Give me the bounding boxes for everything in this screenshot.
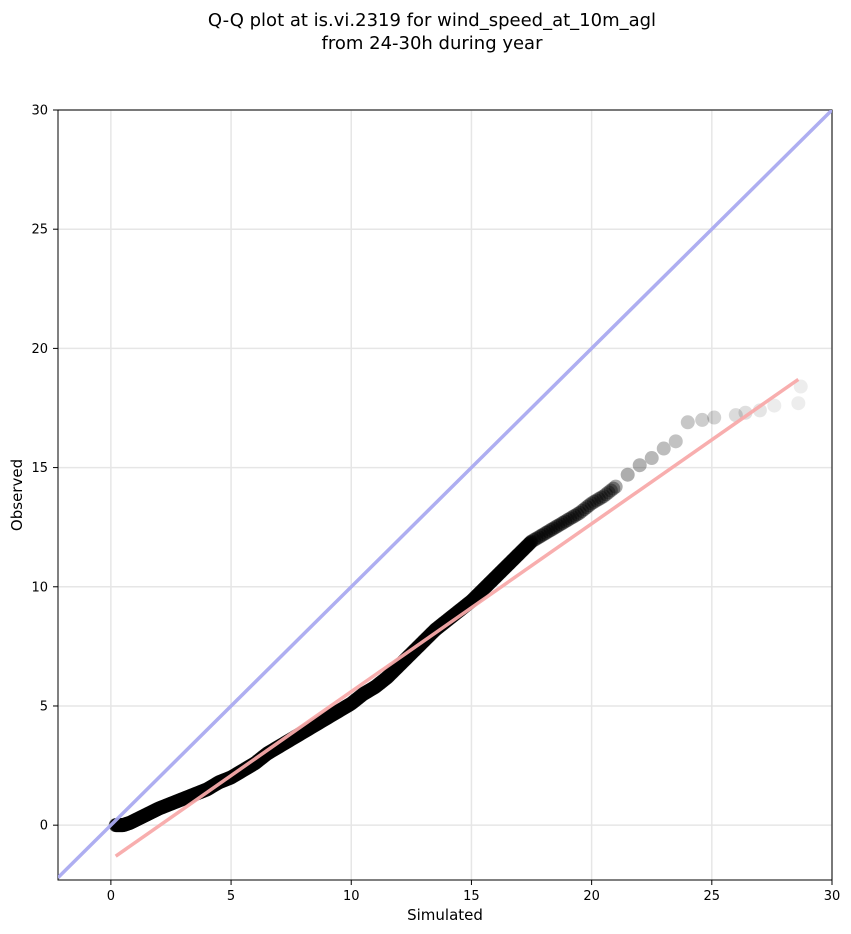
y-tick-label: 10	[31, 580, 48, 595]
quantile-point	[531, 530, 546, 545]
x-tick-label: 30	[824, 889, 841, 904]
x-tick-label: 5	[227, 889, 235, 904]
y-tick-label: 30	[31, 104, 48, 119]
quantile-point	[632, 458, 647, 473]
quantile-point	[536, 527, 551, 542]
quantile-point	[591, 492, 606, 507]
quantile-point	[553, 517, 568, 532]
quantile-point	[707, 410, 722, 425]
quantile-point	[567, 508, 582, 523]
quantile-point	[572, 505, 587, 520]
quantile-point	[534, 528, 549, 543]
quantile-point	[791, 396, 806, 411]
quantile-point	[579, 500, 594, 515]
quantile-point	[620, 467, 635, 482]
quantile-point	[570, 507, 585, 522]
quantile-point	[738, 405, 753, 420]
quantile-point	[529, 531, 544, 546]
quantile-point	[582, 498, 597, 513]
quantile-point	[584, 496, 599, 511]
quantile-point	[594, 490, 609, 505]
quantile-point	[587, 494, 602, 509]
quantile-point	[560, 513, 575, 528]
quantile-point	[577, 502, 592, 517]
plot-frame	[57, 109, 833, 881]
quantile-point	[555, 515, 570, 530]
y-tick-label: 15	[31, 461, 48, 476]
quantile-point	[603, 483, 618, 498]
quantile-point	[524, 534, 539, 549]
quantile-point	[538, 525, 553, 540]
quantile-point	[793, 379, 808, 394]
x-tick-label: 25	[704, 889, 721, 904]
quantile-point	[565, 510, 580, 525]
quantile-point	[668, 434, 683, 449]
y-tick-label: 25	[31, 223, 48, 238]
identity-line	[58, 110, 832, 879]
y-axis-label: Observed	[8, 459, 26, 531]
quantile-point	[589, 493, 604, 508]
y-tick-label: 20	[31, 342, 48, 357]
quantile-point	[548, 520, 563, 535]
x-axis-label: Simulated	[407, 906, 483, 924]
quantile-point	[550, 518, 565, 533]
fit-line	[114, 377, 800, 858]
quantile-point	[608, 479, 623, 494]
x-tick-label: 15	[463, 889, 480, 904]
quantile-point	[546, 521, 561, 536]
quantile-point	[680, 415, 695, 430]
quantile-point	[599, 487, 614, 502]
x-tick-label: 10	[343, 889, 360, 904]
y-tick-label: 5	[40, 699, 48, 714]
quantile-point	[562, 511, 577, 526]
quantile-point	[575, 503, 590, 518]
quantile-point	[523, 535, 538, 550]
x-tick-label: 20	[583, 889, 600, 904]
axis-ticks: 0 5 10 15 20 25 30 0 5 10 15 20 25 30	[31, 104, 840, 905]
quantile-point	[767, 398, 782, 413]
chart-subtitle: from 24-30h during year	[322, 33, 544, 54]
x-tick-label: 0	[107, 889, 115, 904]
quantile-point	[606, 481, 621, 496]
quantile-point	[541, 524, 556, 539]
y-tick-label: 0	[40, 819, 48, 834]
quantile-point	[596, 489, 611, 504]
chart-title: Q-Q plot at is.vi.2319 for wind_speed_at…	[208, 10, 656, 31]
quantile-point	[656, 441, 671, 456]
quantile-point	[526, 533, 541, 548]
reference-lines	[58, 110, 832, 879]
quantile-point	[695, 412, 710, 427]
quantile-point	[543, 523, 558, 538]
quantile-point	[601, 485, 616, 500]
quantile-point	[644, 451, 659, 466]
quantile-point	[558, 514, 573, 529]
